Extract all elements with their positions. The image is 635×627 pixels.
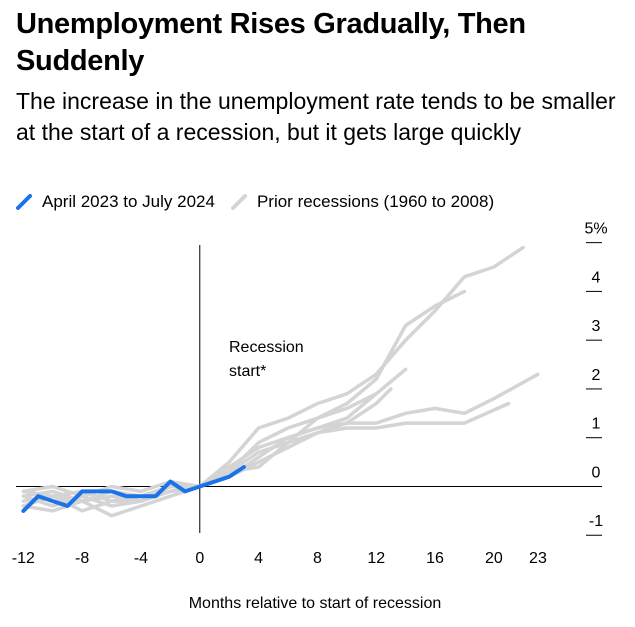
x-axis-title: Months relative to start of recession [188, 595, 442, 612]
x-tick-label: -8 [75, 550, 89, 567]
legend-item-prior: Prior recessions (1960 to 2008) [230, 192, 495, 212]
chart-subtitle: The increase in the unemployment rate te… [16, 88, 616, 145]
legend-swatch-current-icon [16, 194, 32, 210]
x-tick-label: 23 [529, 550, 547, 567]
legend-item-current: April 2023 to July 2024 [16, 192, 215, 212]
x-tick-label: -4 [134, 550, 148, 567]
legend-swatch-prior-icon [230, 194, 247, 210]
x-tick-label: 0 [195, 550, 204, 567]
legend-label-current: April 2023 to July 2024 [42, 192, 215, 211]
x-tick-label: 4 [254, 550, 263, 567]
x-tick-label: 12 [367, 550, 385, 567]
y-tick-label: 3 [592, 318, 601, 335]
y-tick-label: 5% [584, 221, 607, 238]
y-tick-label: -1 [589, 513, 603, 530]
x-tick-label: 20 [485, 550, 503, 567]
chart-title: Unemployment Rises Gradually, Then Sudde… [16, 8, 526, 77]
x-tick-label: 16 [426, 550, 444, 567]
recession-start-label-line1: Recession [229, 339, 304, 356]
series-line-prior [21, 401, 511, 513]
y-tick-label: 2 [592, 367, 601, 384]
legend: April 2023 to July 2024 Prior recessions… [16, 190, 510, 214]
y-tick-label: 0 [592, 464, 601, 481]
legend-label-prior: Prior recessions (1960 to 2008) [256, 192, 495, 211]
y-tick-label: 1 [592, 416, 601, 433]
series-line-current [21, 465, 246, 513]
series-line-prior [21, 245, 525, 503]
x-tick-label: -12 [12, 550, 35, 567]
y-tick-label: 4 [592, 269, 601, 286]
x-tick-label: 8 [313, 550, 322, 567]
recession-start-label-line2: start* [229, 363, 266, 380]
